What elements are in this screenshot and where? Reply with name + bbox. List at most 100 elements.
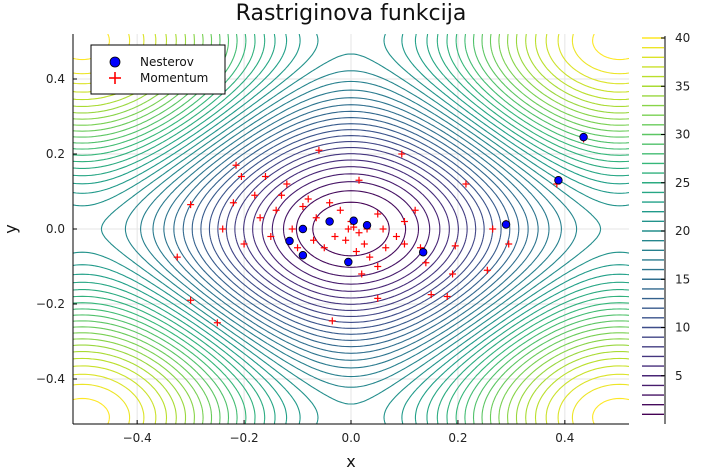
momentum-point	[462, 180, 470, 188]
momentum-point	[229, 199, 237, 207]
x-tick-label: −0.2	[230, 431, 259, 445]
momentum-point	[261, 173, 269, 180]
momentum-point	[310, 236, 318, 244]
nesterov-point	[418, 248, 428, 257]
y-tick-label: 0.2	[46, 147, 65, 161]
momentum-point	[187, 201, 195, 209]
contour-level-line	[152, 89, 550, 369]
legend-marker-momentum	[109, 72, 121, 84]
contour-level-line	[100, 53, 602, 405]
momentum-point	[237, 173, 245, 180]
legend: Nesterov Momentum	[90, 44, 226, 95]
momentum-point	[489, 225, 497, 233]
momentum-point	[326, 199, 334, 207]
contour-level-line	[73, 34, 629, 424]
y-tick-label: −0.2	[36, 297, 65, 311]
contour-level-line	[225, 141, 477, 317]
colorbar: 5 10 15 20 25 30 35 40	[642, 31, 690, 424]
legend-label: Nesterov	[140, 55, 194, 69]
contour-lines	[73, 34, 629, 424]
colorbar-tick-label: 20	[675, 224, 690, 238]
contour-level-line	[173, 104, 529, 354]
contour-level-line	[163, 97, 539, 361]
momentum-point	[299, 203, 307, 210]
colorbar-tick-label: 5	[675, 369, 683, 383]
momentum-point	[312, 214, 320, 222]
contour-level-line	[234, 147, 468, 311]
colorbar-tick-label: 25	[675, 176, 690, 190]
momentum-point	[278, 191, 285, 199]
momentum-point	[379, 225, 387, 233]
momentum-point	[256, 214, 264, 222]
momentum-point	[288, 225, 296, 233]
colorbar-tick-label: 10	[675, 321, 690, 335]
momentum-point	[374, 210, 382, 218]
momentum-point	[344, 225, 352, 233]
data-series	[173, 132, 588, 327]
momentum-point	[483, 266, 491, 274]
momentum-point	[336, 206, 344, 214]
momentum-point	[283, 180, 291, 188]
momentum-point	[219, 225, 227, 233]
momentum-point	[422, 259, 430, 267]
nesterov-point	[579, 132, 588, 142]
momentum-point	[173, 253, 181, 261]
momentum-point	[331, 233, 339, 240]
x-ticks: −0.4 −0.2 0.0 0.2 0.4	[123, 420, 574, 445]
nesterov-point	[298, 224, 308, 234]
legend-box	[90, 44, 226, 95]
x-tick-label: 0.0	[341, 431, 360, 445]
nesterov-point	[362, 221, 372, 230]
contour-level-line	[200, 123, 502, 335]
contour-level-line	[73, 34, 629, 424]
x-tick-label: 0.2	[448, 431, 467, 445]
momentum-point	[352, 248, 360, 255]
y-ticks: −0.4 −0.2 0.0 0.2 0.4	[36, 72, 77, 386]
x-tick-label: −0.4	[123, 431, 152, 445]
y-axis-title: y	[1, 224, 20, 233]
contour-level-line	[243, 153, 459, 305]
momentum-point	[315, 146, 323, 154]
colorbar-tick-label: 35	[675, 79, 690, 93]
colorbar-tick-label: 40	[675, 31, 690, 45]
contour-level-line	[217, 135, 485, 323]
momentum-point	[267, 233, 275, 240]
nesterov-point	[554, 176, 563, 185]
chart-title: Rastriginova funkcija	[236, 1, 467, 26]
momentum-point	[240, 240, 248, 248]
momentum-point	[187, 296, 195, 304]
contour-level-line	[73, 34, 629, 424]
momentum-point	[304, 195, 312, 203]
momentum-point	[382, 244, 390, 252]
momentum-point	[366, 253, 374, 261]
legend-marker-nesterov	[109, 56, 121, 68]
momentum-point	[328, 317, 336, 325]
momentum-point	[342, 236, 350, 244]
colorbar-tick-label: 15	[675, 272, 690, 286]
y-tick-label: 0.0	[46, 222, 65, 236]
contour-level-line	[73, 34, 629, 424]
momentum-point	[355, 176, 363, 184]
momentum-point	[427, 291, 435, 299]
nesterov-point	[349, 216, 358, 225]
contour-level-line	[282, 181, 420, 277]
momentum-point	[374, 263, 382, 270]
contour-level-line	[73, 34, 629, 424]
y-tick-label: −0.4	[36, 372, 65, 386]
momentum-point	[400, 218, 408, 225]
contour-level-line	[271, 173, 431, 285]
contour-level-line	[261, 166, 441, 292]
contour-level-line	[182, 110, 520, 348]
momentum-point	[451, 242, 459, 250]
contour-level-line	[124, 70, 578, 388]
contour-level-line	[312, 201, 390, 257]
contour-level-line	[191, 117, 511, 341]
nesterov-point	[325, 217, 334, 226]
legend-label: Momentum	[140, 71, 208, 85]
contour-level-line	[208, 129, 494, 329]
contour-level-line	[252, 159, 450, 299]
momentum-point	[251, 191, 259, 199]
momentum-point	[355, 229, 363, 237]
nesterov-point	[285, 236, 294, 246]
